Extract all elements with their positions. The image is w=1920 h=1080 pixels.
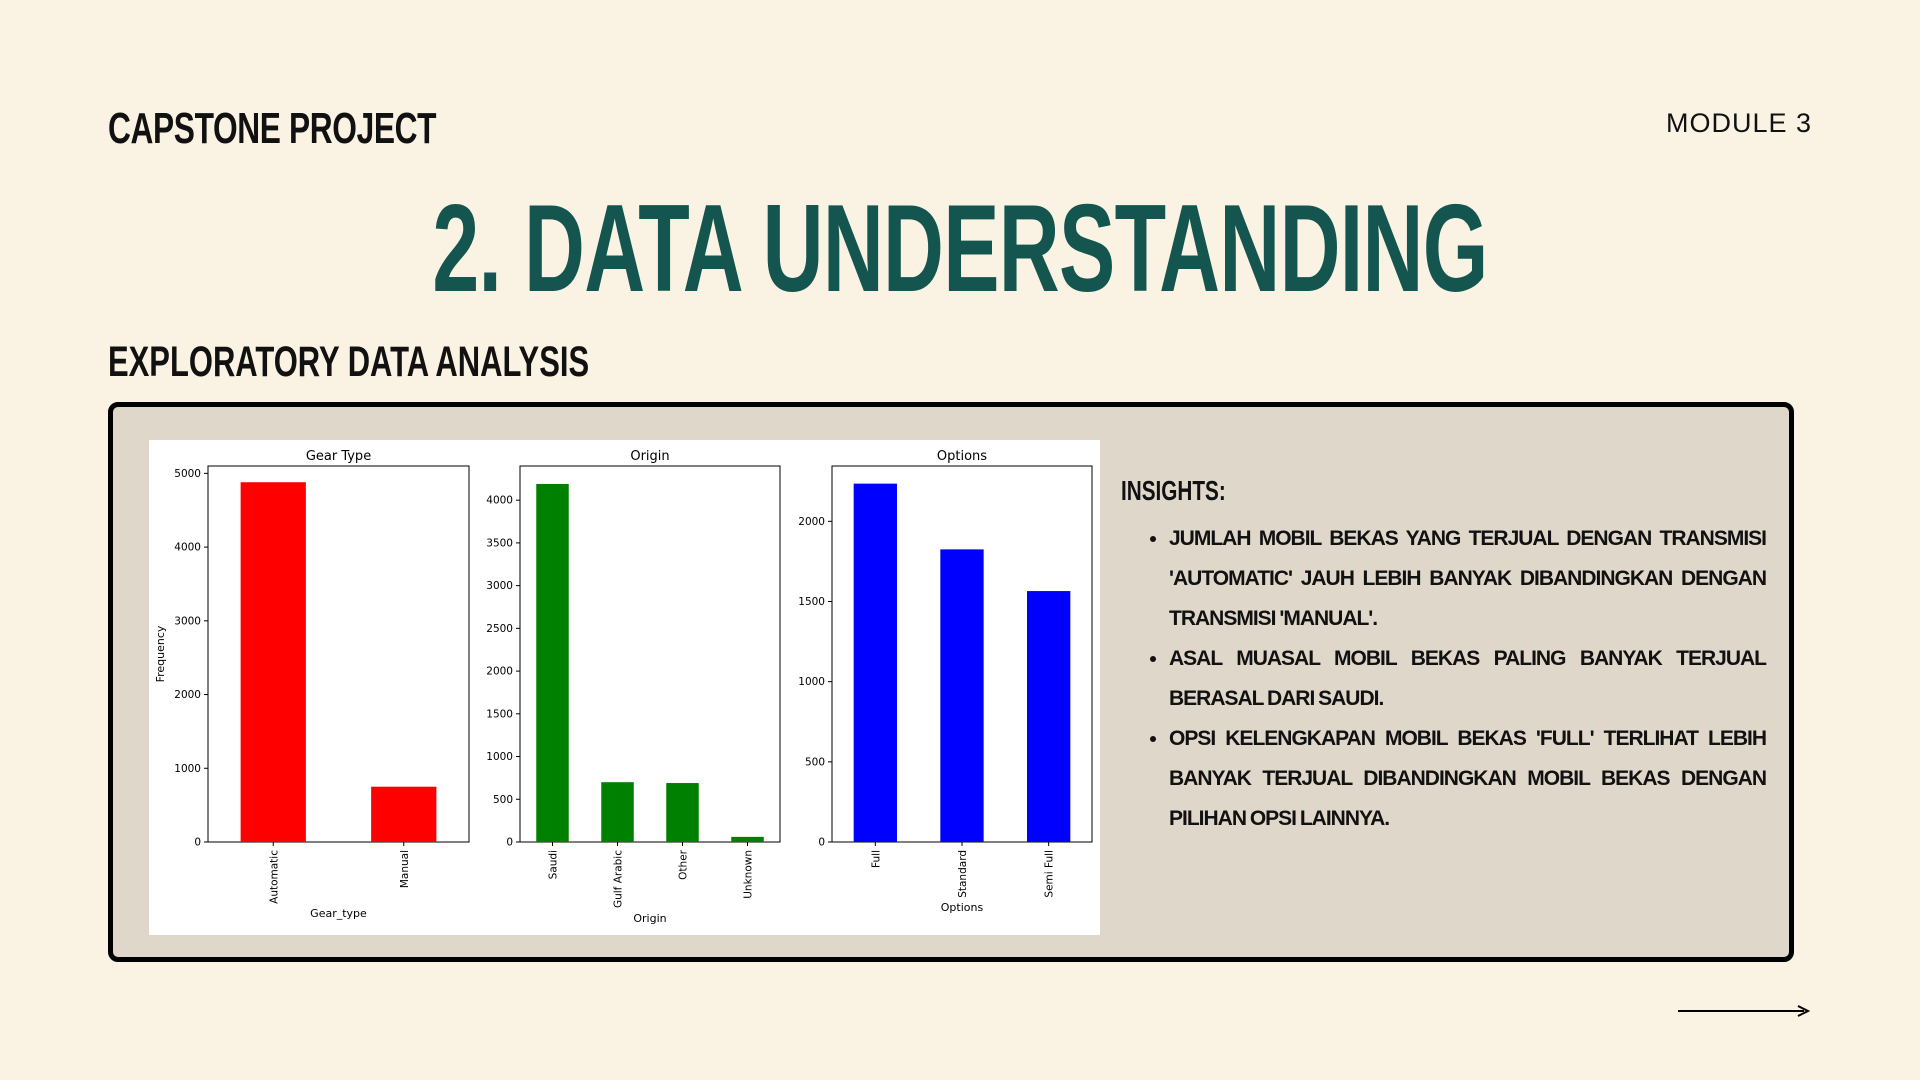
y-tick-label: 3500 [486,537,513,549]
y-tick-label: 0 [818,837,825,849]
x-tick-label: Other [678,849,690,879]
y-tick-label: 1500 [486,708,513,720]
bar-other [666,783,699,842]
bar-manual [371,786,437,842]
y-tick-label: 1000 [174,763,201,775]
eda-charts-figure: Gear Type 0 1000 2000 3000 4000 5000 Automatic M… [149,440,1100,935]
chart-frame [207,465,470,843]
insight-item: ASAL MUASAL MOBIL BEKAS PALING BANYAK TE… [1169,639,1767,719]
x-tick-label: Unknown [743,850,755,899]
y-axis-label: Frequency [154,625,167,682]
x-tick-label: Standard [957,850,969,898]
bar-semi-full [1027,591,1071,842]
eda-panel: Gear Type 0 1000 2000 3000 4000 5000 Automatic M… [108,402,1794,962]
bar-unknown [731,836,764,842]
page-title: 2. DATA UNDERSTANDING [184,178,1736,320]
chart-title: Origin [630,449,669,464]
insights-list: JUMLAH MOBIL BEKAS YANG TERJUAL DENGAN T… [1121,519,1767,839]
x-axis-label: Gear_type [310,907,367,920]
y-tick-label: 2500 [486,623,513,635]
y-tick-label: 3000 [486,580,513,592]
y-tick-label: 1000 [798,676,825,688]
x-tick-label: Full [870,850,882,868]
module-label: MODULE 3 [1665,108,1812,138]
y-tick-label: 5000 [174,468,201,480]
y-tick-label: 0 [194,837,201,849]
insight-item: OPSI KELENGKAPAN MOBIL BEKAS 'FULL' TERL… [1169,719,1767,839]
bar-gulf-arabic [601,782,634,842]
x-tick-label: Automatic [268,850,280,904]
page-title-text: 2. DATA UNDERSTANDING [432,180,1488,318]
bar-standard [940,549,984,842]
y-tick-label: 3000 [174,615,201,627]
section-subtitle: EXPLORATORY DATA ANALYSIS [108,338,590,386]
y-tick-label: 2000 [798,516,825,528]
y-tick-label: 500 [805,756,825,768]
x-tick-label: Semi Full [1044,850,1056,898]
y-tick-label: 4000 [174,542,201,554]
y-tick-label: 500 [493,794,513,806]
brand-title: CAPSTONE PROJECT [108,104,437,153]
bar-automatic [240,482,306,842]
x-tick-label: Gulf Arabic [613,850,625,908]
bar-full [853,483,897,842]
x-axis-label: Options [941,901,984,914]
x-tick-label: Saudi [548,850,560,879]
arrow-right-icon[interactable] [1678,1004,1812,1018]
insight-item: JUMLAH MOBIL BEKAS YANG TERJUAL DENGAN T… [1169,519,1767,639]
x-tick-label: Manual [399,850,411,888]
chart-frame [519,465,781,843]
insights-title: INSIGHTS: [1121,475,1226,506]
y-tick-label: 1500 [798,596,825,608]
insights-box: INSIGHTS: JUMLAH MOBIL BEKAS YANG TERJUA… [1121,475,1767,839]
y-tick-label: 2000 [174,689,201,701]
y-tick-label: 2000 [486,666,513,678]
y-tick-label: 1000 [486,751,513,763]
chart-title: Options [937,449,987,464]
y-tick-label: 0 [506,837,513,849]
y-tick-label: 4000 [486,495,513,507]
chart-title: Gear Type [306,449,371,464]
bar-saudi [536,483,569,842]
x-axis-label: Origin [633,912,666,925]
